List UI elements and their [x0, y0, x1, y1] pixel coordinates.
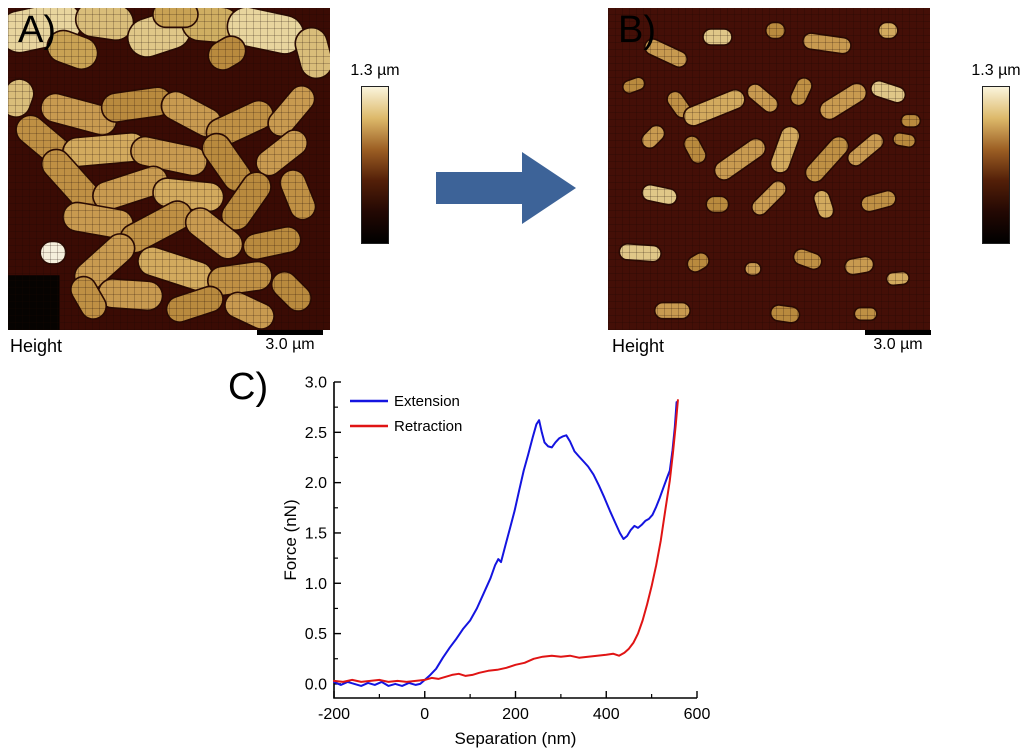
bacterium-cell [683, 135, 707, 165]
bacterium-cell [46, 29, 99, 71]
panel-c-label: C) [228, 366, 269, 408]
x-tick-label: 400 [593, 706, 620, 723]
y-tick-label: 0.5 [305, 626, 327, 643]
bacterium-cell [818, 82, 868, 121]
colorbar-label-a: 1.3 µm [350, 62, 400, 79]
legend-label-retraction: Retraction [394, 418, 462, 435]
channel-label-a: Height [10, 336, 63, 356]
bacterium-cell [892, 131, 917, 149]
bacterium-cell [641, 183, 678, 206]
bacterium-cell [713, 137, 767, 181]
scalebar-a: 3.0 µm [256, 330, 324, 354]
bacterium-cell [746, 83, 779, 114]
bacterium-cell [789, 77, 813, 107]
y-axis-title: Force (nN) [282, 499, 300, 580]
bacterium-cell [802, 32, 852, 55]
colorbar-gradient-a [361, 86, 389, 244]
bacterium-cell [279, 169, 317, 221]
y-tick-label: 1.0 [305, 576, 327, 593]
x-tick-label: 600 [684, 706, 711, 723]
bacterium-cell [686, 251, 710, 273]
bacterium-cell [294, 26, 330, 80]
bacterium-cell [877, 21, 899, 40]
bacterium-cell [242, 226, 302, 261]
x-tick-label: 200 [502, 706, 529, 723]
bacterium-cell [702, 28, 733, 46]
bacterium-cell [860, 189, 897, 213]
bacterium-cell [846, 132, 885, 167]
panel-b-label: B) [618, 9, 656, 51]
bacterium-cell [97, 278, 164, 312]
arrow-right-icon [436, 152, 576, 224]
colorbar-gradient-b [982, 86, 1010, 244]
bacterium-cell [764, 21, 786, 40]
bacterium-cell [165, 285, 224, 323]
bacterium-cell [224, 291, 275, 330]
bacterium-cell [769, 125, 801, 174]
series-extension [333, 401, 678, 687]
bacterium-cell [8, 78, 35, 118]
bacterium-cell [751, 180, 787, 216]
bacterium-cell [769, 304, 801, 324]
x-axis-title: Separation (nm) [455, 729, 577, 748]
scalebar-line-a [257, 330, 323, 335]
bacterium-cell [39, 240, 67, 265]
afm-substrate [608, 8, 930, 330]
bacterium-cell [682, 88, 746, 127]
force-separation-plot: -200 0 200 400 600 0.0 0.5 1.0 1.5 2.0 2.5 3.0 Separ… [282, 375, 711, 749]
channel-label-b: Height [612, 336, 665, 356]
bacterium-cell [92, 165, 169, 212]
bacterium-cell [792, 248, 823, 271]
afm-dark-patch [8, 275, 60, 330]
legend-label-extension: Extension [394, 393, 460, 410]
bacterium-cell [812, 189, 835, 220]
bacterium-cell [621, 76, 646, 95]
bacterium-cell [744, 261, 762, 277]
bacterium-cell [643, 38, 688, 69]
plot-axes [333, 382, 697, 699]
x-tick-label: -200 [318, 706, 350, 723]
panel-a-label: A) [18, 9, 56, 51]
scalebar-b: 3.0 µm [864, 330, 932, 354]
colorbar-a: 1.3 µm [347, 62, 403, 244]
afm-image-a [8, 8, 330, 330]
y-tick-label: 0.0 [305, 676, 327, 693]
bacterium-cell [130, 135, 208, 177]
bacterium-cell [653, 301, 691, 320]
bacterium-cell [184, 207, 244, 260]
scalebar-line-b [865, 330, 931, 335]
panel-b: B) [608, 8, 930, 330]
y-tick-label: 2.0 [305, 475, 327, 492]
panel-a: A) [8, 8, 330, 330]
afm-image-b [608, 8, 930, 330]
bacterium-cell [255, 129, 309, 177]
bacterium-cell [267, 85, 316, 138]
colorbar-b: 1.3 µm [968, 62, 1024, 244]
bacterium-cell [152, 8, 199, 29]
bacterium-cell [885, 270, 910, 287]
bacterium-cell [853, 306, 878, 322]
bacterium-cell [69, 275, 108, 320]
scalebar-label-b: 3.0 µm [873, 336, 923, 353]
bacterium-cell [705, 195, 730, 214]
series-retraction [333, 399, 679, 683]
bacterium-cell [804, 135, 850, 183]
bacterium-cell [270, 270, 312, 312]
y-tick-label: 3.0 [305, 375, 327, 392]
bacterium-cell [207, 35, 247, 71]
scalebar-label-a: 3.0 µm [265, 336, 315, 353]
y-tick-label: 2.5 [305, 425, 327, 442]
bacterium-cell [618, 242, 662, 263]
bacterium-cell [40, 92, 118, 136]
bacterium-cell [640, 124, 666, 150]
y-tick-label: 1.5 [305, 525, 327, 542]
bacterium-cell [843, 255, 875, 276]
bacterium-cell [870, 79, 907, 104]
bacterium-cell [900, 113, 922, 128]
x-tick-label: 0 [420, 706, 429, 723]
colorbar-label-b: 1.3 µm [971, 62, 1021, 79]
